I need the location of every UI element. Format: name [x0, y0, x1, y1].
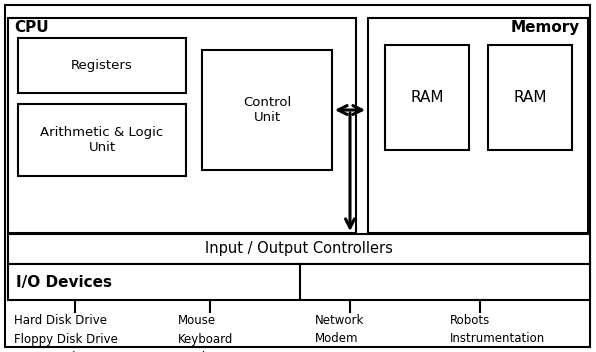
Bar [488, 45, 572, 150]
Text: Memory: Memory [511, 20, 580, 35]
Bar [385, 45, 469, 150]
Bar [8, 18, 356, 233]
Bar [18, 38, 186, 93]
Text: I/O Devices: I/O Devices [16, 275, 112, 289]
Text: Registers: Registers [71, 58, 133, 71]
Text: Hard Disk Drive
Floppy Disk Drive
CD Rom Player
Tape Unit: Hard Disk Drive Floppy Disk Drive CD Rom… [14, 314, 118, 352]
Text: Arithmetic & Logic
Unit: Arithmetic & Logic Unit [41, 126, 164, 154]
Text: RAM: RAM [410, 89, 444, 105]
Text: RAM: RAM [513, 89, 547, 105]
Text: CPU: CPU [14, 20, 49, 35]
Text: Input / Output Controllers: Input / Output Controllers [205, 241, 393, 257]
Text: Mouse
Keyboard
Monitor
Printer: Mouse Keyboard Monitor Printer [178, 314, 234, 352]
Text: Control
Unit: Control Unit [243, 96, 291, 124]
Bar [8, 264, 590, 300]
Text: Robots
Instrumentation: Robots Instrumentation [450, 314, 545, 346]
Bar [202, 50, 332, 170]
Text: Network
Modem: Network Modem [315, 314, 364, 346]
Bar [18, 104, 186, 176]
Bar [368, 18, 588, 233]
Bar [8, 234, 590, 264]
